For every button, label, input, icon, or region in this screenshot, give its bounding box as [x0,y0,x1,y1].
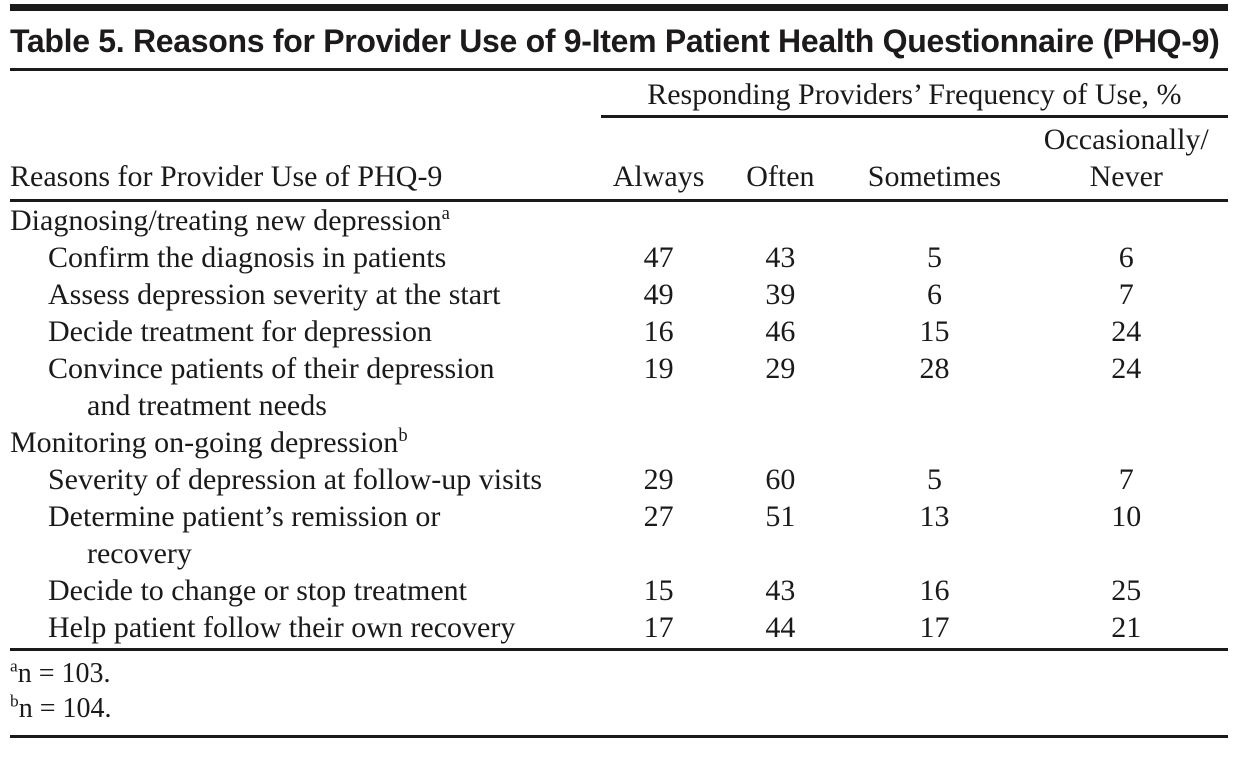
footnote-b-text: n = 104. [18,693,112,724]
value-cell-occasionally-never: 7 [1118,463,1134,496]
footnote-a-marker: a [10,656,18,676]
table-row: Decide to change or stop treatment 15 43… [10,572,1228,609]
continuation-row: and treatment needs [10,387,1228,424]
table-title: Table 5. Reasons for Provider Use of 9-I… [10,23,1220,59]
column-header-never-line: Never [1089,160,1163,193]
value-cell-often: 29 [765,352,796,385]
value-cell-often: 60 [765,463,796,496]
value-cell-sometimes: 5 [926,463,942,496]
value-cell-sometimes: 15 [919,315,950,348]
value-cell-sometimes: 28 [919,352,950,385]
footnote-b: bn = 104. [10,691,1228,726]
value-cell-occasionally-never: 6 [1118,241,1134,274]
section-row: Monitoring on-going depressionb [10,424,1228,461]
reason-label-cell: Assess depression severity at the start [48,278,501,311]
continuation-row: recovery [10,535,1228,572]
table-row: Convince patients of their depression 19… [10,350,1228,387]
value-cell-sometimes: 17 [919,611,950,644]
value-cell-always: 27 [643,500,674,533]
reason-label-continuation: recovery [87,537,192,570]
value-cell-occasionally-never: 25 [1111,574,1142,607]
footnote-a-text: n = 103. [17,658,111,689]
value-cell-always: 15 [643,574,674,607]
value-cell-often: 46 [765,315,796,348]
column-header-occasionally-never: Occasionally/ Never [1024,116,1228,202]
value-cell-occasionally-never: 10 [1111,500,1142,533]
value-cell-often: 44 [765,611,796,644]
footnotes-divider [10,648,1228,651]
title-divider [10,68,1228,71]
table-row: Help patient follow their own recovery 1… [10,609,1228,646]
value-cell-often: 51 [765,500,796,533]
section-label: Diagnosing/treating new depressiona [10,201,1228,240]
value-cell-sometimes: 5 [926,241,942,274]
column-header-always: Always [600,116,717,202]
table-row: Assess depression severity at the start … [10,276,1228,313]
reason-label-continuation: and treatment needs [87,389,327,422]
value-cell-often: 43 [765,574,796,607]
reason-label-cell: Convince patients of their depression [48,352,495,385]
top-divider [10,4,1228,11]
column-header-reasons: Reasons for Provider Use of PHQ-9 [10,116,601,202]
footnotes: an = 103. bn = 104. [10,656,1228,726]
footnote-a: an = 103. [10,656,1228,691]
value-cell-always: 47 [643,241,674,274]
footnote-b-marker: b [10,691,19,711]
value-cell-always: 19 [643,352,674,385]
footnote-marker-b: b [398,425,408,446]
section-label: Monitoring on-going depressionb [10,424,1228,461]
reason-label-cell: Decide to change or stop treatment [48,574,468,607]
table-row: Determine patient’s remission or 27 51 1… [10,498,1228,535]
table-row: Decide treatment for depression 16 46 15… [10,313,1228,350]
section-label-text: Monitoring on-going depression [10,426,399,459]
value-cell-often: 39 [765,278,796,311]
value-cell-sometimes: 16 [919,574,950,607]
reason-label-cell: Help patient follow their own recovery [48,611,516,644]
spanner-empty-cell [10,71,601,117]
value-cell-sometimes: 13 [919,500,950,533]
section-label-text: Diagnosing/treating new depression [10,204,442,237]
column-header-occasionally-line: Occasionally/ [1043,123,1209,156]
phq9-reasons-table: Responding Providers’ Frequency of Use, … [10,71,1228,646]
value-cell-always: 29 [643,463,674,496]
value-cell-often: 43 [765,241,796,274]
section-row: Diagnosing/treating new depressiona [10,201,1228,240]
bottom-divider [10,735,1228,738]
value-cell-occasionally-never: 24 [1111,352,1142,385]
column-header-often: Often [716,116,845,202]
table-row: Confirm the diagnosis in patients 47 43 … [10,239,1228,276]
reason-label-cell: Determine patient’s remission or [48,500,441,533]
column-header-sometimes: Sometimes [844,116,1025,202]
value-cell-sometimes: 6 [926,278,942,311]
reason-label-cell: Confirm the diagnosis in patients [48,241,447,274]
value-cell-occasionally-never: 21 [1111,611,1142,644]
reason-label-cell: Decide treatment for depression [48,315,433,348]
spanner-header-row: Responding Providers’ Frequency of Use, … [10,71,1228,118]
value-cell-always: 17 [643,611,674,644]
value-cell-always: 49 [643,278,674,311]
value-cell-occasionally-never: 7 [1118,278,1134,311]
value-cell-always: 16 [643,315,674,348]
reason-label-cell: Severity of depression at follow-up visi… [48,463,543,496]
footnote-marker-a: a [441,203,450,224]
column-headers-row: Reasons for Provider Use of PHQ-9 Always… [10,116,1228,202]
spanner-header: Responding Providers’ Frequency of Use, … [600,71,1228,118]
value-cell-occasionally-never: 24 [1111,315,1142,348]
table-row: Severity of depression at follow-up visi… [10,461,1228,498]
